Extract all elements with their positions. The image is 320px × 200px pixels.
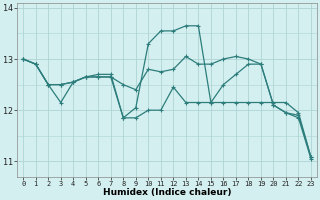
X-axis label: Humidex (Indice chaleur): Humidex (Indice chaleur) [103, 188, 231, 197]
